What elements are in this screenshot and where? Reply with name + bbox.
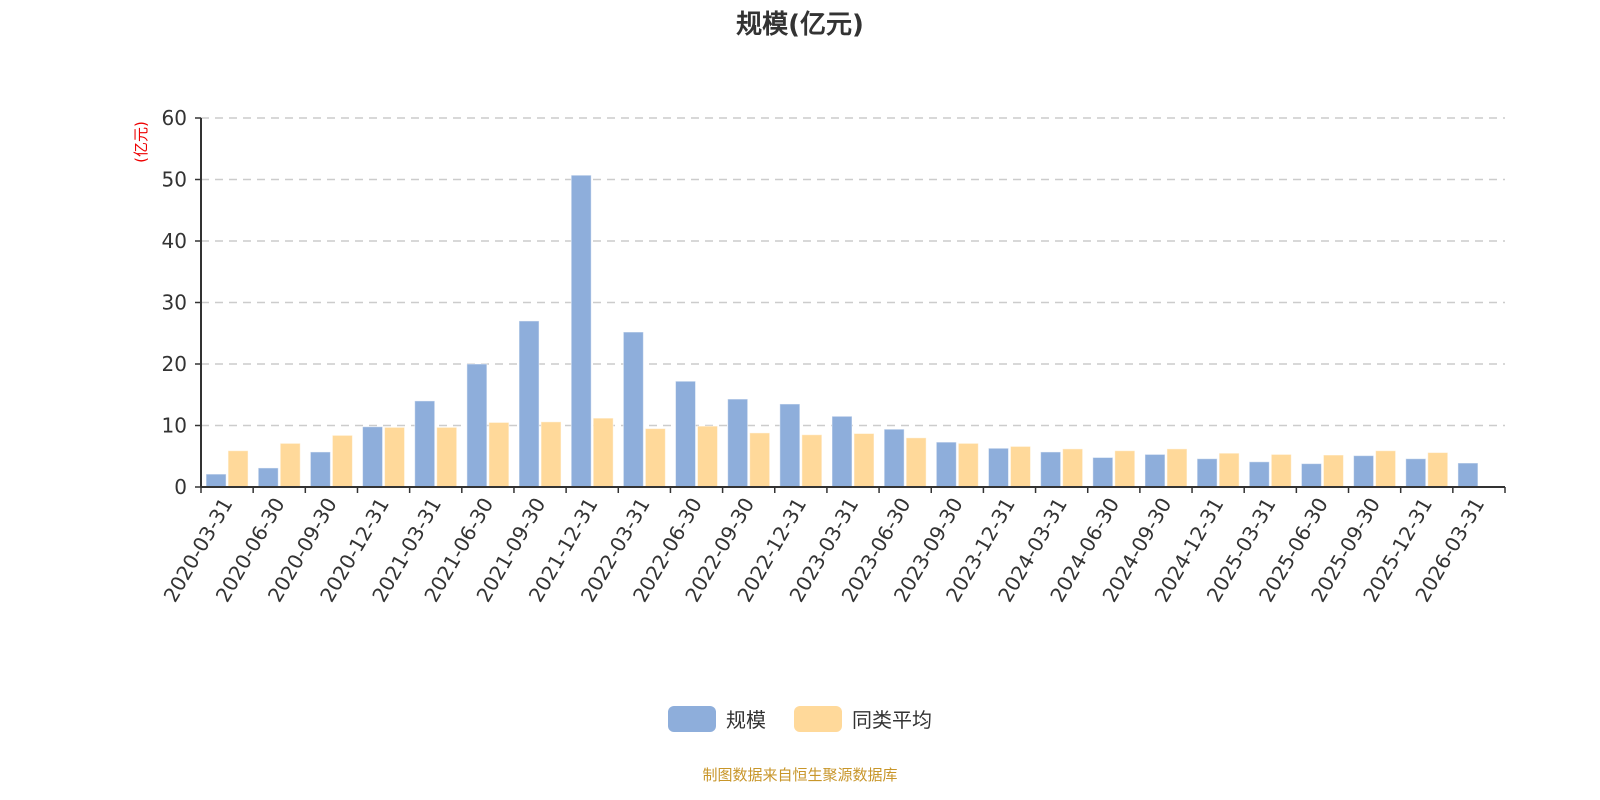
bar-scale [257,467,279,488]
y-tick-label: 30 [162,291,187,315]
bar-peer-average [592,417,614,488]
bar-peer-average [436,426,458,488]
bar-chart: 0102030405060(亿元)2020-03-312020-06-30202… [132,106,1506,606]
bar-peer-average [1270,453,1292,488]
bar-peer-average [488,421,510,488]
bar-peer-average [697,425,719,488]
bar-scale [1092,456,1114,488]
bar-peer-average [853,432,875,488]
bar-peer-average [801,434,823,488]
bar-peer-average [1218,452,1240,488]
bar-scale [205,473,227,488]
legend-label-scale: 规模 [726,708,766,732]
bar-scale [414,400,436,488]
y-tick-label: 50 [162,168,187,192]
bar-scale [675,380,697,488]
bar-peer-average [1009,445,1031,488]
legend-item-peer-average[interactable]: 同类平均 [794,704,932,733]
bar-peer-average [749,432,771,488]
y-tick-label: 40 [162,229,187,253]
bar-peer-average [957,442,979,488]
legend-label-peer-average: 同类平均 [852,708,932,732]
bar-peer-average [1114,450,1136,488]
bar-peer-average [1427,452,1449,488]
bar-scale [883,428,905,488]
bar-peer-average [1062,448,1084,488]
bar-peer-average [227,450,249,488]
bar-peer-average [540,421,562,488]
bar-peer-average [1166,448,1188,488]
bar-scale [466,363,488,488]
bar-scale [1196,458,1218,488]
bar-scale [570,174,592,488]
bar-scale [362,426,384,488]
bar-scale [727,398,749,488]
bar-peer-average [644,428,666,488]
bar-scale [622,331,644,488]
y-tick-label: 20 [162,352,187,376]
bar-scale [935,441,957,488]
bar-peer-average [331,434,353,488]
legend-swatch-peer-average [794,705,842,732]
legend: 规模 同类平均 [0,704,1600,733]
data-source-note: 制图数据来自恒生聚源数据库 [702,766,898,784]
bar-peer-average [905,437,927,488]
bar-scale [1457,462,1479,488]
bar-scale [1144,453,1166,488]
bar-scale [309,451,331,488]
y-tick-label: 0 [174,475,187,499]
bar-peer-average [279,442,301,488]
bar-peer-average [384,426,406,488]
bar-scale [1405,458,1427,488]
bar-scale [779,403,801,488]
legend-swatch-scale [668,705,716,732]
y-axis-label: (亿元) [132,121,150,163]
bar-scale [987,447,1009,488]
y-tick-label: 60 [162,106,187,130]
bar-scale [518,320,540,488]
bar-scale [1353,455,1375,488]
bar-scale [831,415,853,488]
bar-scale [1300,463,1322,488]
bar-peer-average [1375,450,1397,488]
bar-peer-average [1322,454,1344,488]
legend-item-scale[interactable]: 规模 [668,704,766,733]
bar-scale [1040,451,1062,488]
y-tick-label: 10 [162,414,187,438]
bar-scale [1248,461,1270,488]
chart-title: 规模(亿元) [736,10,864,40]
